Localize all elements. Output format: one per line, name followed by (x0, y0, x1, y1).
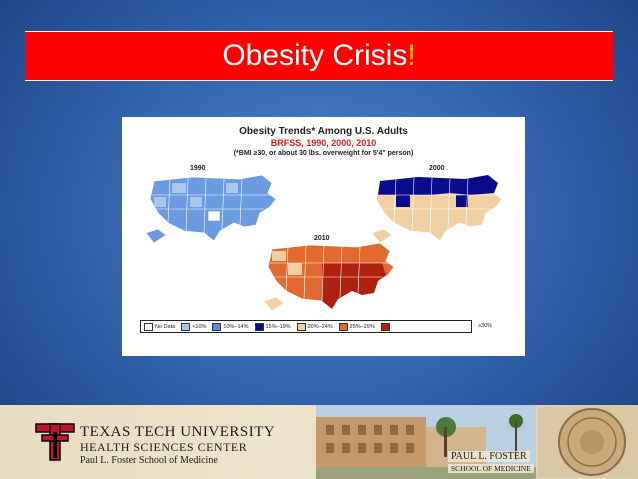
legend-label-last: ≥30% (478, 323, 493, 329)
legend-item: 20%–24% (296, 322, 333, 331)
figure-title: Obesity Trends* Among U.S. Adults (239, 126, 408, 137)
legend-swatch (181, 322, 191, 331)
obesity-trends-figure: Obesity Trends* Among U.S. Adults BRFSS,… (122, 117, 525, 356)
legend-swatch (212, 322, 222, 331)
figure-subtitle: BRFSS, 1990, 2000, 2010 (270, 138, 377, 148)
legend-item: 25%–29% (338, 322, 375, 331)
map-year-label-2010: 2010 (314, 235, 330, 242)
us-map-2000 (371, 174, 503, 244)
legend-swatch (338, 322, 348, 331)
legend-label: 10%–14% (223, 323, 249, 330)
double-t-logo-icon (35, 423, 75, 461)
building-sign-line1: PAUL L. FOSTER (448, 451, 530, 462)
slide-title: Obesity Crisis (222, 39, 408, 72)
slide-title-bar: Obesity Crisis! (25, 31, 613, 81)
map-year-label-1990: 1990 (190, 165, 206, 172)
legend-item: No Data (144, 322, 176, 331)
legend-item: 15%–19% (254, 322, 291, 331)
map-year-label-2000: 2000 (429, 165, 445, 172)
us-map-1990 (145, 174, 277, 244)
figure-note: (*BMI ≥30, or about 30 lbs. overweight f… (233, 150, 414, 157)
map-legend: No Data <10% 10%–14% 15%–19% 20%–24% 25%… (140, 320, 472, 333)
legend-swatch (254, 322, 264, 331)
medical-school-seal-icon (538, 407, 634, 477)
legend-label: No Data (155, 323, 176, 330)
legend-item: 10%–14% (212, 322, 249, 331)
slide-title-accent: ! (407, 39, 416, 72)
legend-label: 15%–19% (265, 323, 291, 330)
university-name-line1: TEXAS TECH UNIVERSITY (80, 424, 276, 440)
legend-swatch (296, 322, 306, 331)
legend-swatch (144, 322, 153, 331)
university-name-line3: Paul L. Foster School of Medicine (80, 455, 218, 466)
legend-item (380, 322, 390, 331)
legend-label: 25%–29% (349, 323, 375, 330)
legend-item: <10% (181, 322, 207, 331)
legend-label: <10% (192, 323, 207, 330)
university-name-line2: HEALTH SCIENCES CENTER (80, 440, 248, 454)
legend-label: 20%–24% (307, 323, 333, 330)
building-sign-line2: SCHOOL OF MEDICINE (448, 464, 534, 473)
us-map-2010 (263, 242, 395, 312)
legend-swatch (380, 322, 390, 331)
